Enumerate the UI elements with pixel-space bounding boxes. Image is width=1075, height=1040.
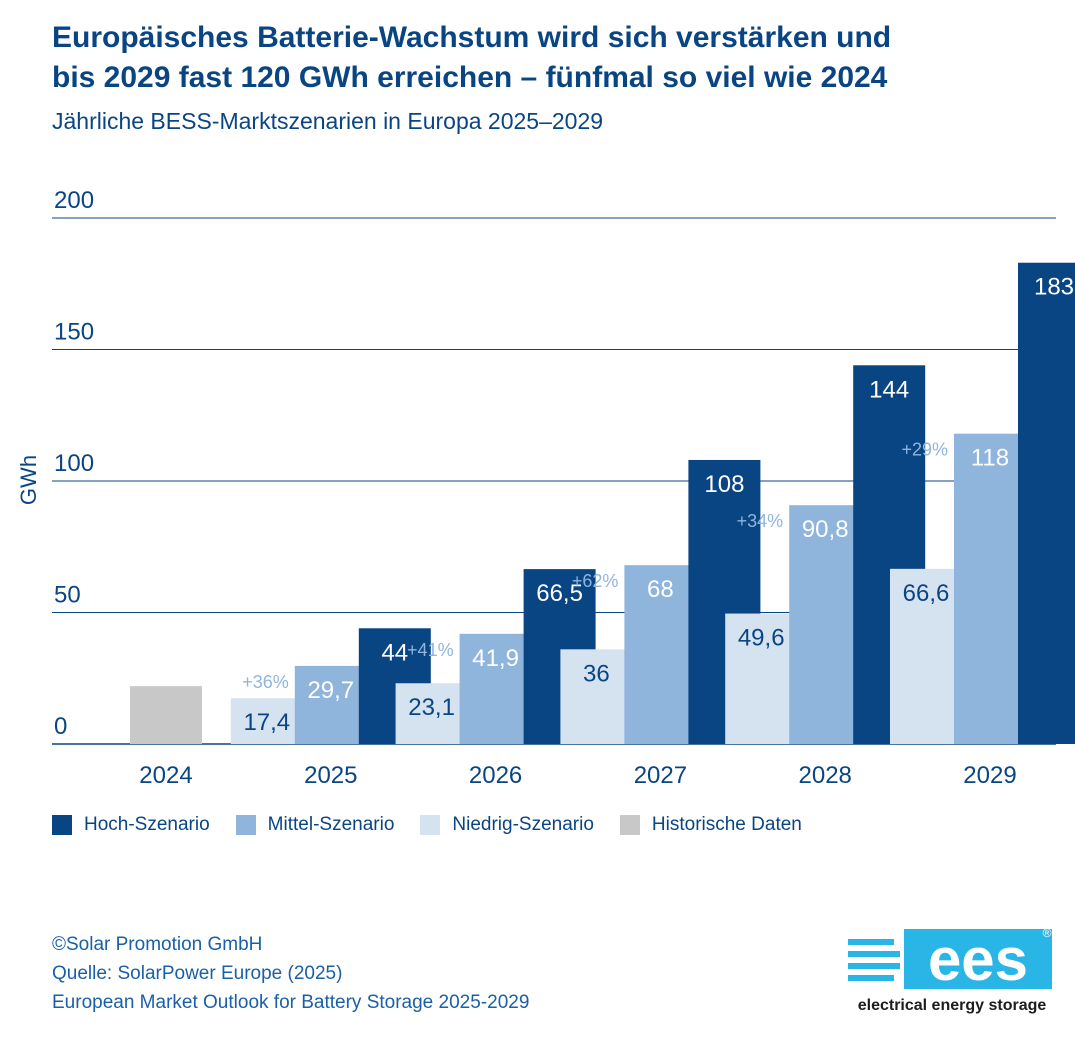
legend-label-niedrig: Niedrig-Szenario — [452, 814, 594, 835]
bar-chart: 0 50 100 150 200 GWh 2024 2025 17,4 29,7 44 +36% 202… — [16, 187, 1075, 789]
data-label: 66,5 — [536, 580, 583, 607]
bar-hoch-szenario — [1018, 262, 1075, 744]
legend-swatch-historisch — [619, 815, 640, 835]
growth-label: +41% — [407, 640, 454, 660]
footer-publication: European Market Outlook for Battery Stor… — [52, 992, 530, 1013]
legend-item-hoch: Hoch-Szenario — [52, 814, 210, 836]
data-label: 36 — [583, 660, 610, 687]
legend-label-hoch: Hoch-Szenario — [84, 814, 210, 835]
data-label: 144 — [869, 376, 909, 403]
data-label: 90,8 — [802, 516, 849, 543]
bar-niedrig-szenario — [890, 568, 962, 744]
data-label: 108 — [704, 471, 744, 498]
bar-mittel-szenario — [294, 665, 367, 744]
ees-logo: ees ® — [848, 926, 1052, 993]
x-tick-label: 2024 — [139, 762, 192, 789]
bar-mittel-szenario — [624, 565, 697, 744]
logo-registered-mark: ® — [1043, 926, 1052, 940]
chart-subtitle: Jährliche BESS-Marktszenarien in Europa … — [52, 108, 604, 134]
legend-item-niedrig: Niedrig-Szenario — [420, 814, 594, 836]
legend-swatch-hoch — [52, 815, 72, 835]
source-footer: ©Solar Promotion GmbH Quelle: SolarPower… — [52, 930, 529, 1017]
x-tick-label: 2025 — [304, 762, 357, 789]
data-label: 66,6 — [903, 580, 950, 607]
data-label: 17,4 — [243, 709, 290, 736]
bar-niedrig-szenario — [230, 698, 303, 744]
data-label: 118 — [971, 445, 1009, 472]
footer-source: Quelle: SolarPower Europe (2025) — [52, 963, 343, 984]
title-line-1: Europäisches Batterie-Wachstum wird sich… — [52, 21, 892, 54]
bar-mittel-szenario — [789, 505, 862, 744]
bar-mittel-szenario — [954, 433, 1026, 744]
bar-niedrig-szenario — [395, 683, 468, 744]
data-label: 23,1 — [408, 694, 455, 721]
growth-label: +29% — [901, 440, 948, 460]
logo-speed-lines — [848, 939, 900, 981]
logo-mark-text: ees — [928, 926, 1028, 993]
data-label: 44 — [381, 639, 408, 666]
x-tick-label: 2026 — [469, 762, 522, 789]
y-tick-label: 0 — [54, 713, 67, 740]
data-label: 29,7 — [307, 677, 354, 704]
y-axis-label: GWh — [16, 455, 41, 505]
data-label: 68 — [647, 576, 674, 603]
bar-historische-daten — [130, 686, 202, 744]
legend-label-historisch: Historische Daten — [651, 814, 802, 835]
data-label: 183 — [1034, 274, 1074, 301]
data-label: 41,9 — [472, 645, 519, 672]
footer-copyright: ©Solar Promotion GmbH — [52, 934, 263, 955]
x-tick-label: 2029 — [963, 762, 1016, 789]
x-tick-label: 2027 — [634, 762, 687, 789]
x-tick-label: 2028 — [799, 762, 852, 789]
legend-item-mittel: Mittel-Szenario — [235, 814, 395, 836]
legend-label-mittel: Mittel-Szenario — [267, 814, 395, 835]
y-tick-label: 200 — [54, 187, 94, 214]
y-tick-label: 50 — [54, 582, 81, 609]
title-line-2: bis 2029 fast 120 GWh erreichen – fünfma… — [52, 61, 888, 94]
logo-tagline: electrical energy storage — [857, 997, 1047, 1014]
growth-label: +36% — [242, 672, 289, 692]
y-tick-label: 100 — [54, 450, 94, 477]
legend-swatch-niedrig — [420, 815, 441, 835]
legend-item-historisch: Historische Daten — [619, 814, 802, 836]
bar-niedrig-szenario — [725, 613, 798, 744]
growth-label: +34% — [737, 511, 784, 531]
data-label: 49,6 — [738, 625, 785, 652]
growth-label: +62% — [572, 571, 619, 591]
logo-mark-box — [904, 929, 1052, 989]
y-tick-label: 150 — [54, 319, 94, 346]
legend: Hoch-Szenario Mittel-Szenario Niedrig-Sz… — [52, 814, 828, 836]
bar-niedrig-szenario — [560, 649, 633, 744]
legend-swatch-mittel — [235, 815, 256, 835]
bar-mittel-szenario — [459, 633, 532, 744]
chart-title: Europäisches Batterie-Wachstum wird sich… — [52, 18, 1052, 98]
